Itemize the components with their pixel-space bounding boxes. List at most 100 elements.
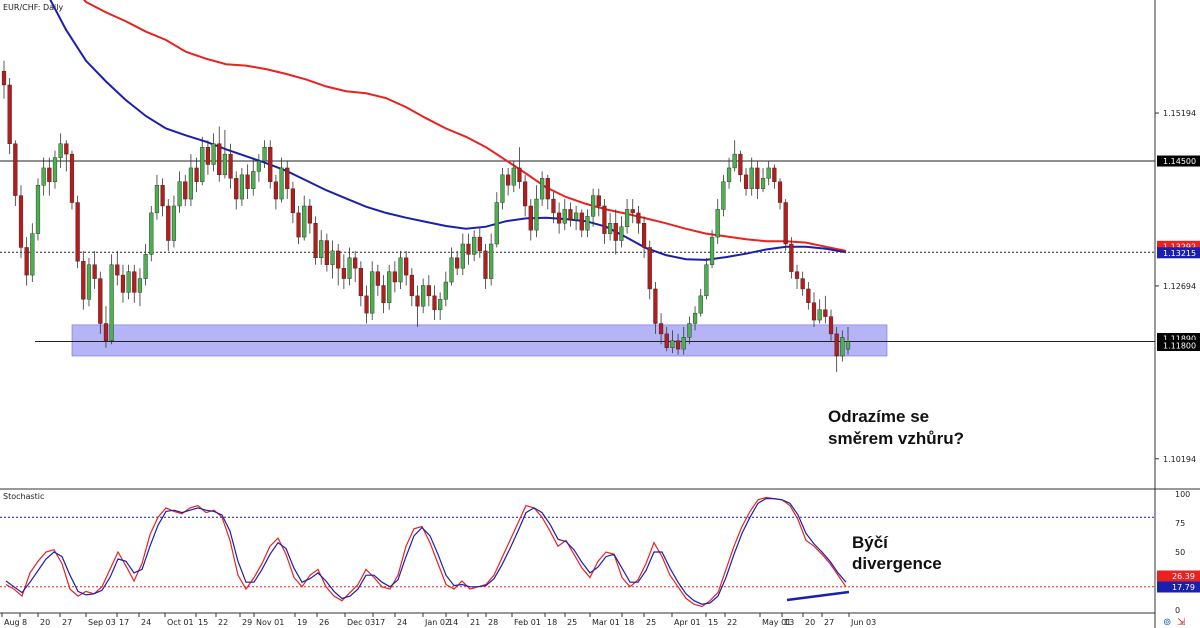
candle-up — [52, 157, 58, 182]
stoch-tick-label: 0 — [1175, 606, 1180, 615]
stoch-tick-label: 100 — [1175, 490, 1190, 499]
candle-down — [743, 174, 749, 189]
candle-down — [47, 167, 52, 182]
time-tick-label: 24 — [397, 618, 407, 627]
candle-up — [760, 178, 766, 189]
time-tick-label: 24 — [141, 618, 151, 627]
candle-up — [438, 299, 443, 310]
time-tick-label: Sep 03 — [88, 618, 116, 627]
candle-down — [783, 202, 788, 245]
candle-down — [358, 268, 363, 297]
ma-fast-price-tag: 1.13215 — [1157, 247, 1200, 259]
candle-up — [330, 250, 335, 265]
candle-down — [336, 250, 341, 269]
candle-down — [658, 323, 664, 335]
candle-up — [511, 167, 516, 186]
time-tick-label: 17 — [375, 618, 385, 627]
ma-slow-price-tag-label: 1.13292 — [1163, 242, 1196, 251]
candle-up — [222, 153, 228, 176]
support-price-tag-label: 1.11800 — [1163, 341, 1196, 350]
time-tick-label: Feb 01 — [514, 618, 541, 627]
candle-down — [557, 212, 562, 224]
candle-up — [126, 271, 131, 293]
current-price-tag-bg — [1157, 332, 1200, 344]
time-tick-label: 13 — [784, 618, 794, 627]
candle-up — [460, 243, 465, 269]
stochastic-title: Stochastic — [3, 492, 44, 501]
candle-up — [500, 174, 505, 203]
candle-up — [574, 212, 579, 220]
candle-down — [75, 202, 80, 262]
time-tick-label: 25 — [646, 618, 656, 627]
screenshot-icon[interactable]: ⊚ — [1163, 617, 1171, 628]
time-tick-label: 27 — [62, 618, 72, 627]
candle-up — [489, 243, 494, 279]
time-tick-label: 20 — [40, 618, 50, 627]
candle-down — [228, 153, 233, 179]
current-price-tag-label: 1.11890 — [1163, 334, 1196, 343]
candle-down — [364, 295, 369, 314]
candle-up — [766, 167, 771, 179]
candle-up — [137, 278, 143, 293]
candle-up — [726, 167, 732, 182]
candle-up — [41, 167, 46, 186]
candle-down — [392, 271, 397, 283]
candle-up — [749, 167, 754, 189]
candle-up — [86, 264, 92, 300]
candle-down — [273, 181, 278, 200]
candle-up — [58, 143, 63, 158]
ma-fast-price-tag-bg — [1157, 247, 1200, 259]
price-tick-label: 1.15194 — [1163, 109, 1196, 118]
candle-up — [347, 257, 352, 279]
time-tick-label: 22 — [727, 618, 737, 627]
candle-down — [777, 181, 783, 203]
candle-up — [302, 205, 307, 238]
stoch-d-value-tag-bg — [1157, 581, 1200, 593]
candle-up — [692, 312, 698, 324]
candle-down — [506, 174, 511, 186]
candle-down — [834, 333, 839, 357]
candle-down — [579, 212, 584, 231]
candle-up — [279, 167, 284, 200]
candle-down — [641, 223, 647, 248]
annotation-line-1: Odrazíme se — [828, 407, 929, 426]
candle-up — [698, 295, 703, 314]
time-tick-label: Apr 01 — [674, 618, 701, 627]
candle-down — [81, 261, 86, 300]
candle-down — [545, 178, 550, 200]
candle-down — [404, 257, 409, 276]
time-tick-label: Mar 01 — [592, 618, 620, 627]
candle-down — [477, 236, 482, 252]
stoch-tick-label: 50 — [1175, 548, 1185, 557]
candle-down — [183, 181, 188, 200]
share-icon[interactable]: ⇲ — [1177, 617, 1185, 628]
candle-down — [353, 257, 358, 269]
candle-up — [540, 178, 545, 200]
candle-down — [794, 271, 800, 279]
candle-down — [103, 323, 109, 341]
candle-down — [115, 264, 120, 276]
candle-down — [675, 340, 681, 350]
stoch-k-value-tag: 26.39 — [1157, 570, 1200, 582]
candle-up — [715, 209, 720, 238]
time-tick-label: Aug — [4, 618, 20, 627]
candle-down — [313, 223, 318, 259]
candle-down — [290, 188, 295, 214]
stoch-k-value-tag-bg — [1157, 570, 1200, 582]
candle-down — [636, 212, 641, 224]
candlesticks — [1, 60, 851, 372]
annotation-line-2: směrem vzhůru? — [828, 429, 964, 448]
candle-up — [443, 281, 448, 300]
candle-down — [415, 295, 420, 307]
time-tick-label: 20 — [805, 618, 815, 627]
candle-up — [817, 309, 822, 321]
candle-down — [630, 209, 635, 214]
resistance-price-tag: 1.14500 — [1157, 155, 1200, 167]
candle-down — [409, 274, 414, 297]
candle-down — [823, 309, 828, 317]
candle-down — [341, 268, 346, 279]
price-axis: 1.15194 1.12694 1.10194 1.14500 1.132921.132… — [1155, 109, 1200, 464]
time-tick-label: 25 — [567, 618, 577, 627]
